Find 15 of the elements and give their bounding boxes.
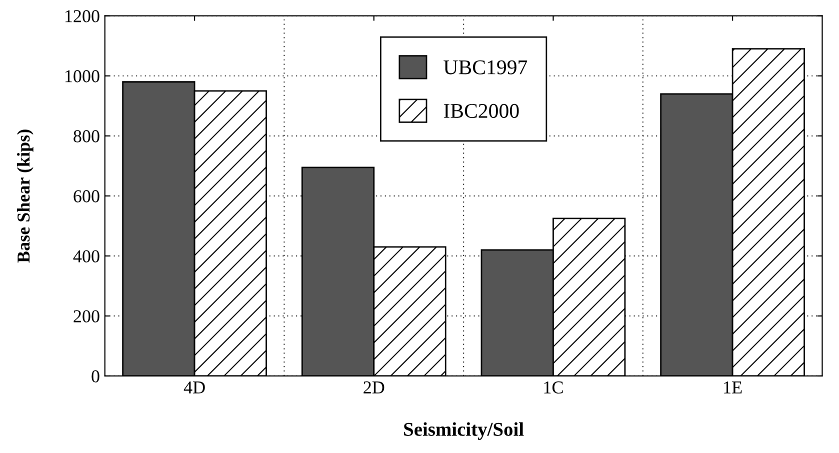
y-tick-label: 600 (74, 190, 100, 202)
y-tick-label: 400 (73, 250, 100, 262)
y-tick-label: 800 (74, 130, 100, 142)
y-tick-label: 200 (74, 310, 100, 322)
y-tick-label: 1000 (65, 70, 100, 82)
x-tick-label: 1C (544, 381, 563, 394)
x-tick-label: 1E (724, 381, 742, 394)
x-axis-title: Seismicity/Soil (404, 422, 524, 440)
legend-label: UBC1997 (444, 60, 528, 74)
y-tick-label: 1200 (65, 10, 100, 22)
y-tick-label: 0 (92, 370, 100, 382)
x-tick-label: 2D (364, 381, 384, 394)
y-axis-title: Base Shear (kips) (16, 130, 34, 263)
x-tick-label: 4D (184, 381, 205, 394)
legend-label: IBC2000 (444, 104, 519, 118)
